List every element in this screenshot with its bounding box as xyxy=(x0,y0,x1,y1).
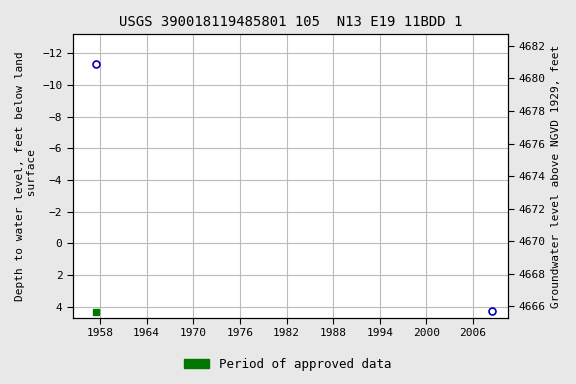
Legend: Period of approved data: Period of approved data xyxy=(179,353,397,376)
Y-axis label: Groundwater level above NGVD 1929, feet: Groundwater level above NGVD 1929, feet xyxy=(551,45,561,308)
Title: USGS 390018119485801 105  N13 E19 11BDD 1: USGS 390018119485801 105 N13 E19 11BDD 1 xyxy=(119,15,462,29)
Y-axis label: Depth to water level, feet below land
 surface: Depth to water level, feet below land su… xyxy=(15,51,37,301)
